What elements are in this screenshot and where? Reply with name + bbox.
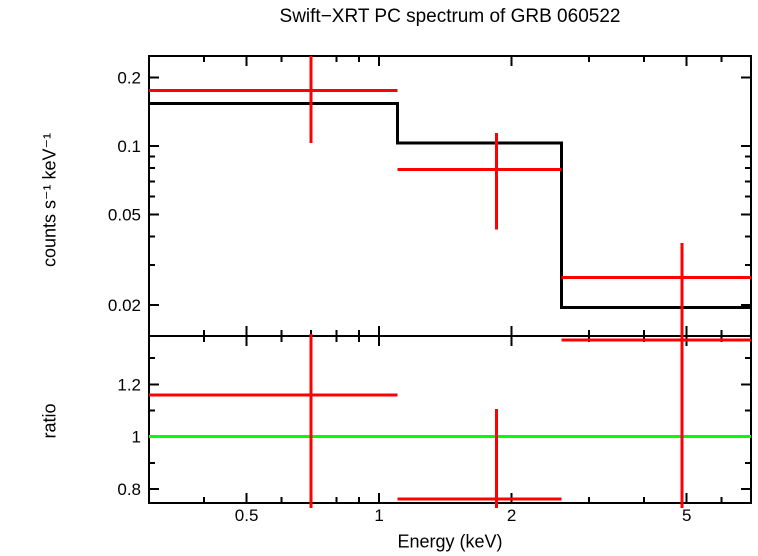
x-tick-label: 1 bbox=[374, 506, 383, 525]
ratio-y-tick-label: 1.2 bbox=[117, 375, 141, 394]
ratio-y-tick-label: 0.8 bbox=[117, 480, 141, 499]
model-step-line bbox=[149, 101, 751, 309]
spectrum-y-tick-label: 0.2 bbox=[117, 69, 141, 88]
y-axis-label-ratio: ratio bbox=[39, 403, 60, 439]
x-tick-label: 2 bbox=[507, 506, 516, 525]
x-tick-label: 0.5 bbox=[235, 506, 259, 525]
y-axis-label-counts: counts s⁻¹ keV⁻¹ bbox=[39, 132, 60, 268]
x-tick-label: 5 bbox=[682, 506, 691, 525]
spectrum-y-tick-label: 0.05 bbox=[108, 205, 141, 224]
chart-title: Swift−XRT PC spectrum of GRB 060522 bbox=[279, 6, 621, 27]
spectrum-panel-frame bbox=[148, 55, 752, 337]
ratio-panel-frame bbox=[148, 335, 752, 504]
spectrum-y-tick-label: 0.1 bbox=[117, 137, 141, 156]
spectrum-y-tick-label: 0.02 bbox=[108, 296, 141, 315]
ratio-y-tick-label: 1 bbox=[132, 428, 141, 447]
x-axis-label: Energy (keV) bbox=[397, 531, 503, 552]
